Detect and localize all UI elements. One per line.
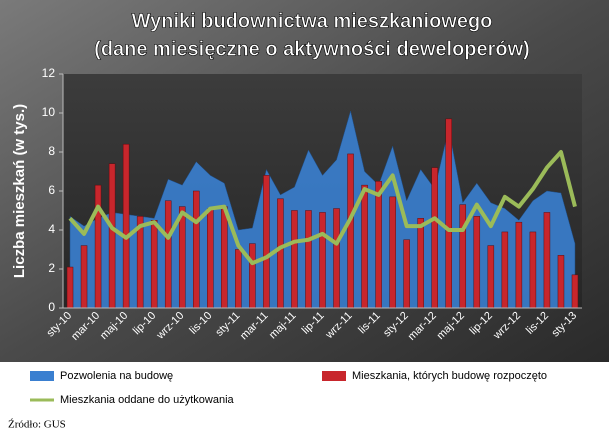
y-tick-label: 4 bbox=[48, 222, 55, 236]
bar bbox=[305, 210, 312, 309]
line bbox=[68, 150, 577, 266]
chart-subtitle: (dane miesięczne o aktywności deweloperó… bbox=[94, 38, 530, 60]
bar bbox=[291, 210, 298, 309]
bar bbox=[80, 245, 88, 309]
bar bbox=[164, 200, 172, 309]
legend-swatch bbox=[30, 371, 54, 381]
y-axis-label: Liczba mieszkań (w tys.) bbox=[11, 104, 28, 278]
bar bbox=[389, 196, 396, 309]
bar bbox=[529, 231, 537, 309]
bar bbox=[431, 167, 438, 309]
bar bbox=[178, 206, 186, 309]
bar bbox=[473, 216, 481, 309]
chart-title: Wyniki budownictwa mieszkaniowego bbox=[132, 10, 493, 32]
legend-background bbox=[0, 362, 609, 438]
bar bbox=[403, 239, 410, 309]
y-tick-label: 8 bbox=[48, 144, 55, 158]
y-tick-label: 12 bbox=[42, 66, 56, 80]
bar bbox=[487, 245, 495, 309]
bar bbox=[263, 175, 270, 309]
y-tick-label: 6 bbox=[48, 183, 55, 197]
bar bbox=[108, 163, 116, 309]
bar bbox=[375, 181, 382, 309]
bar bbox=[150, 220, 158, 309]
legend-label: Mieszkania oddane do użytkowania bbox=[60, 394, 235, 406]
y-tick-label: 10 bbox=[42, 105, 56, 119]
y-tick-label: 2 bbox=[48, 261, 55, 275]
bar bbox=[571, 274, 579, 309]
bar bbox=[235, 249, 242, 309]
bar bbox=[501, 231, 509, 309]
bar bbox=[193, 190, 200, 309]
bar bbox=[347, 153, 354, 309]
bar bbox=[221, 206, 228, 309]
bar bbox=[445, 118, 452, 309]
bar bbox=[122, 143, 130, 309]
legend-label: Mieszkania, których budowę rozpoczęto bbox=[352, 370, 547, 382]
bar bbox=[66, 266, 74, 309]
y-tick-label: 0 bbox=[48, 300, 55, 314]
bar bbox=[543, 212, 551, 309]
bar bbox=[249, 243, 256, 309]
legend-label: Pozwolenia na budowę bbox=[60, 370, 173, 382]
source: Źródło: GUS bbox=[8, 419, 66, 431]
bar bbox=[207, 208, 214, 309]
bar bbox=[417, 218, 424, 309]
bar bbox=[94, 184, 102, 309]
legend-swatch bbox=[322, 371, 346, 381]
bar bbox=[319, 212, 326, 309]
bar bbox=[557, 255, 565, 309]
bar bbox=[361, 184, 368, 309]
bar bbox=[277, 198, 284, 309]
bar bbox=[515, 221, 523, 309]
bar bbox=[333, 208, 340, 309]
bar bbox=[459, 204, 467, 309]
